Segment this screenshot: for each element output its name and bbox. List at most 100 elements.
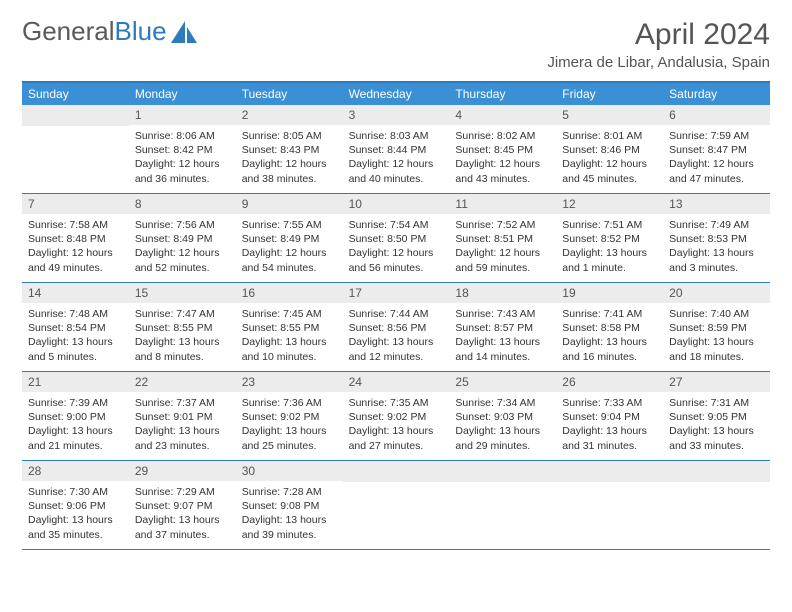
detail-line: Sunrise: 7:49 AM: [669, 218, 764, 232]
day-details: Sunrise: 7:35 AMSunset: 9:02 PMDaylight:…: [343, 392, 450, 453]
date-number: 21: [22, 372, 129, 392]
day-cell: 5Sunrise: 8:01 AMSunset: 8:46 PMDaylight…: [556, 105, 663, 193]
day-details: Sunrise: 7:41 AMSunset: 8:58 PMDaylight:…: [556, 303, 663, 364]
date-number: 3: [343, 105, 450, 125]
day-cell: 4Sunrise: 8:02 AMSunset: 8:45 PMDaylight…: [449, 105, 556, 193]
detail-line: and 25 minutes.: [242, 439, 337, 453]
detail-line: Sunset: 8:49 PM: [242, 232, 337, 246]
detail-line: and 3 minutes.: [669, 261, 764, 275]
day-cell: 8Sunrise: 7:56 AMSunset: 8:49 PMDaylight…: [129, 194, 236, 282]
detail-line: Sunrise: 8:05 AM: [242, 129, 337, 143]
day-details: Sunrise: 7:58 AMSunset: 8:48 PMDaylight:…: [22, 214, 129, 275]
detail-line: Sunset: 8:50 PM: [349, 232, 444, 246]
detail-line: Daylight: 13 hours: [242, 513, 337, 527]
date-number: 15: [129, 283, 236, 303]
page: GeneralBlue April 2024 Jimera de Libar, …: [0, 0, 792, 568]
detail-line: Sunrise: 7:52 AM: [455, 218, 550, 232]
logo: GeneralBlue: [22, 18, 197, 44]
detail-line: Daylight: 13 hours: [28, 513, 123, 527]
detail-line: Sunrise: 7:48 AM: [28, 307, 123, 321]
day-cell: 2Sunrise: 8:05 AMSunset: 8:43 PMDaylight…: [236, 105, 343, 193]
day-details: Sunrise: 8:06 AMSunset: 8:42 PMDaylight:…: [129, 125, 236, 186]
detail-line: and 5 minutes.: [28, 350, 123, 364]
detail-line: Sunset: 8:54 PM: [28, 321, 123, 335]
date-number: 14: [22, 283, 129, 303]
location: Jimera de Libar, Andalusia, Spain: [547, 54, 770, 71]
detail-line: and 47 minutes.: [669, 172, 764, 186]
detail-line: Daylight: 13 hours: [669, 335, 764, 349]
detail-line: Sunset: 8:42 PM: [135, 143, 230, 157]
detail-line: Sunset: 9:02 PM: [242, 410, 337, 424]
empty-date: [449, 461, 556, 482]
detail-line: Sunrise: 7:44 AM: [349, 307, 444, 321]
day-details: Sunrise: 7:43 AMSunset: 8:57 PMDaylight:…: [449, 303, 556, 364]
date-number: 24: [343, 372, 450, 392]
detail-line: Sunset: 9:07 PM: [135, 499, 230, 513]
day-cell: 11Sunrise: 7:52 AMSunset: 8:51 PMDayligh…: [449, 194, 556, 282]
day-cell: 30Sunrise: 7:28 AMSunset: 9:08 PMDayligh…: [236, 461, 343, 549]
day-cell: 22Sunrise: 7:37 AMSunset: 9:01 PMDayligh…: [129, 372, 236, 460]
date-number: 8: [129, 194, 236, 214]
day-cell: 25Sunrise: 7:34 AMSunset: 9:03 PMDayligh…: [449, 372, 556, 460]
day-cell: 17Sunrise: 7:44 AMSunset: 8:56 PMDayligh…: [343, 283, 450, 371]
detail-line: and 14 minutes.: [455, 350, 550, 364]
logo-text-1: General: [22, 18, 115, 44]
date-number: 25: [449, 372, 556, 392]
day-details: Sunrise: 7:47 AMSunset: 8:55 PMDaylight:…: [129, 303, 236, 364]
detail-line: Sunrise: 7:28 AM: [242, 485, 337, 499]
detail-line: Sunset: 9:05 PM: [669, 410, 764, 424]
day-cell: 21Sunrise: 7:39 AMSunset: 9:00 PMDayligh…: [22, 372, 129, 460]
detail-line: Sunrise: 7:54 AM: [349, 218, 444, 232]
day-details: Sunrise: 7:45 AMSunset: 8:55 PMDaylight:…: [236, 303, 343, 364]
detail-line: Daylight: 13 hours: [28, 335, 123, 349]
detail-line: Daylight: 13 hours: [455, 424, 550, 438]
day-header-friday: Friday: [556, 83, 663, 105]
day-header-tuesday: Tuesday: [236, 83, 343, 105]
day-cell: 14Sunrise: 7:48 AMSunset: 8:54 PMDayligh…: [22, 283, 129, 371]
detail-line: Sunrise: 7:37 AM: [135, 396, 230, 410]
date-number: 5: [556, 105, 663, 125]
day-cell: 10Sunrise: 7:54 AMSunset: 8:50 PMDayligh…: [343, 194, 450, 282]
day-cell: 18Sunrise: 7:43 AMSunset: 8:57 PMDayligh…: [449, 283, 556, 371]
detail-line: Sunset: 8:47 PM: [669, 143, 764, 157]
detail-line: Daylight: 13 hours: [242, 424, 337, 438]
date-number: 12: [556, 194, 663, 214]
detail-line: Sunrise: 7:51 AM: [562, 218, 657, 232]
day-details: Sunrise: 8:02 AMSunset: 8:45 PMDaylight:…: [449, 125, 556, 186]
empty-date: [22, 105, 129, 126]
detail-line: Sunset: 8:48 PM: [28, 232, 123, 246]
weeks-container: 1Sunrise: 8:06 AMSunset: 8:42 PMDaylight…: [22, 105, 770, 550]
day-details: Sunrise: 7:51 AMSunset: 8:52 PMDaylight:…: [556, 214, 663, 275]
detail-line: Sunrise: 8:01 AM: [562, 129, 657, 143]
empty-date: [343, 461, 450, 482]
day-header-saturday: Saturday: [663, 83, 770, 105]
day-cell: 26Sunrise: 7:33 AMSunset: 9:04 PMDayligh…: [556, 372, 663, 460]
detail-line: and 39 minutes.: [242, 528, 337, 542]
day-cell: 12Sunrise: 7:51 AMSunset: 8:52 PMDayligh…: [556, 194, 663, 282]
detail-line: Daylight: 13 hours: [28, 424, 123, 438]
detail-line: Sunset: 8:46 PM: [562, 143, 657, 157]
date-number: 4: [449, 105, 556, 125]
month-title: April 2024: [547, 18, 770, 52]
detail-line: Daylight: 12 hours: [669, 157, 764, 171]
date-number: 7: [22, 194, 129, 214]
detail-line: and 38 minutes.: [242, 172, 337, 186]
detail-line: and 35 minutes.: [28, 528, 123, 542]
day-cell: [343, 461, 450, 549]
day-cell: 20Sunrise: 7:40 AMSunset: 8:59 PMDayligh…: [663, 283, 770, 371]
week-row: 28Sunrise: 7:30 AMSunset: 9:06 PMDayligh…: [22, 461, 770, 550]
detail-line: Sunrise: 7:41 AM: [562, 307, 657, 321]
week-row: 14Sunrise: 7:48 AMSunset: 8:54 PMDayligh…: [22, 283, 770, 372]
day-cell: 24Sunrise: 7:35 AMSunset: 9:02 PMDayligh…: [343, 372, 450, 460]
date-number: 26: [556, 372, 663, 392]
day-details: Sunrise: 7:48 AMSunset: 8:54 PMDaylight:…: [22, 303, 129, 364]
day-header-sunday: Sunday: [22, 83, 129, 105]
detail-line: and 36 minutes.: [135, 172, 230, 186]
detail-line: Sunset: 8:59 PM: [669, 321, 764, 335]
day-cell: 15Sunrise: 7:47 AMSunset: 8:55 PMDayligh…: [129, 283, 236, 371]
detail-line: and 33 minutes.: [669, 439, 764, 453]
detail-line: Sunset: 8:45 PM: [455, 143, 550, 157]
detail-line: and 54 minutes.: [242, 261, 337, 275]
detail-line: Daylight: 12 hours: [135, 246, 230, 260]
date-number: 2: [236, 105, 343, 125]
